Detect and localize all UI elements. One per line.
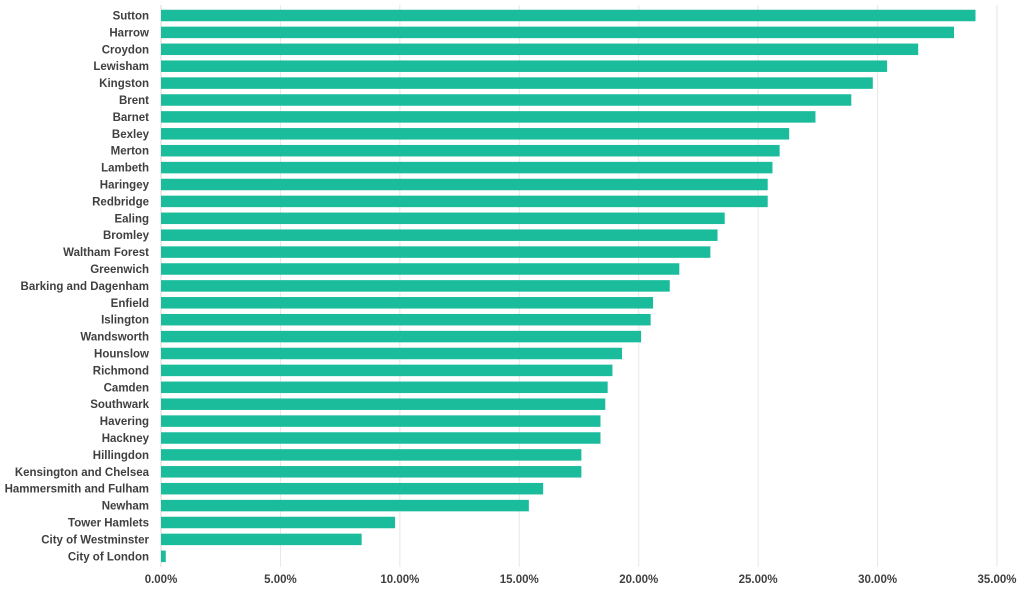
x-tick-label-5: 25.00% bbox=[739, 574, 778, 586]
category-label-13: Bromley bbox=[103, 230, 150, 242]
category-label-27: Kensington and Chelsea bbox=[15, 467, 150, 479]
bar-30 bbox=[161, 516, 396, 529]
bar-22 bbox=[161, 381, 608, 394]
bar-14 bbox=[161, 246, 711, 258]
category-label-16: Barking and Dagenham bbox=[21, 281, 149, 293]
category-label-32: City of London bbox=[68, 551, 149, 563]
bar-24 bbox=[161, 415, 601, 427]
category-label-7: Bexley bbox=[112, 129, 150, 141]
bar-0 bbox=[161, 9, 976, 22]
bar-17 bbox=[161, 297, 654, 309]
bar-20 bbox=[161, 347, 622, 360]
category-label-0: Sutton bbox=[113, 11, 149, 23]
bar-18 bbox=[161, 313, 651, 326]
bar-28 bbox=[161, 482, 544, 495]
x-tick-label-2: 10.00% bbox=[380, 574, 419, 586]
category-label-4: Kingston bbox=[99, 78, 149, 90]
category-label-8: Merton bbox=[111, 146, 149, 158]
bar-25 bbox=[161, 432, 601, 444]
category-label-20: Hounslow bbox=[94, 349, 149, 361]
category-label-21: Richmond bbox=[93, 365, 149, 377]
bar-1 bbox=[161, 26, 955, 39]
bar-31 bbox=[161, 533, 362, 546]
bar-2 bbox=[161, 43, 919, 56]
category-label-31: City of Westminster bbox=[41, 534, 149, 546]
x-tick-label-1: 5.00% bbox=[264, 574, 297, 586]
x-tick-label-3: 15.00% bbox=[500, 574, 539, 586]
bar-4 bbox=[161, 77, 873, 89]
category-label-3: Lewisham bbox=[93, 61, 149, 73]
category-label-18: Islington bbox=[101, 315, 149, 327]
bar-12 bbox=[161, 212, 725, 225]
x-tick-label-0: 0.00% bbox=[145, 574, 178, 586]
category-label-12: Ealing bbox=[114, 213, 149, 225]
category-label-26: Hillingdon bbox=[93, 450, 149, 462]
category-label-17: Enfield bbox=[111, 298, 149, 310]
bar-7 bbox=[161, 128, 790, 140]
bar-8 bbox=[161, 144, 780, 157]
bar-21 bbox=[161, 364, 613, 377]
category-label-6: Barnet bbox=[113, 112, 150, 124]
bar-23 bbox=[161, 398, 606, 410]
bar-3 bbox=[161, 60, 888, 72]
category-label-15: Greenwich bbox=[90, 264, 149, 276]
category-label-22: Camden bbox=[104, 382, 149, 394]
bar-32 bbox=[161, 550, 166, 563]
category-label-29: Newham bbox=[102, 501, 149, 513]
category-label-19: Wandsworth bbox=[80, 332, 149, 344]
bar-6 bbox=[161, 111, 816, 123]
category-label-10: Haringey bbox=[100, 180, 150, 192]
bar-13 bbox=[161, 229, 718, 241]
bar-16 bbox=[161, 280, 670, 292]
category-label-24: Havering bbox=[100, 416, 149, 428]
category-label-30: Tower Hamlets bbox=[68, 518, 149, 530]
category-label-28: Hammersmith and Fulham bbox=[5, 484, 149, 496]
category-label-11: Redbridge bbox=[92, 196, 149, 208]
category-label-23: Southwark bbox=[90, 399, 149, 411]
bar-5 bbox=[161, 94, 852, 106]
bar-29 bbox=[161, 499, 529, 512]
category-labels: Sutton Harrow Croydon Lewisham Kingston Brent… bbox=[5, 11, 150, 564]
bar-9 bbox=[161, 161, 773, 174]
bar-19 bbox=[161, 330, 642, 343]
x-tick-label-7: 35.00% bbox=[977, 574, 1016, 586]
x-tick-label-4: 20.00% bbox=[619, 574, 658, 586]
category-label-5: Brent bbox=[119, 95, 149, 107]
bars bbox=[161, 9, 976, 563]
category-label-2: Croydon bbox=[102, 44, 149, 56]
bar-10 bbox=[161, 178, 768, 191]
bar-27 bbox=[161, 466, 582, 478]
category-label-1: Harrow bbox=[109, 27, 149, 39]
bar-11 bbox=[161, 195, 768, 208]
category-label-14: Waltham Forest bbox=[63, 247, 149, 259]
x-tick-label-6: 30.00% bbox=[858, 574, 897, 586]
x-tick-labels: 0.00% 5.00% 10.00% 15.00% 20.00% 25.00% 30.00%… bbox=[145, 574, 1017, 586]
bar-15 bbox=[161, 263, 680, 275]
category-label-25: Hackney bbox=[102, 433, 150, 445]
category-label-9: Lambeth bbox=[101, 163, 149, 175]
bar-26 bbox=[161, 449, 582, 461]
